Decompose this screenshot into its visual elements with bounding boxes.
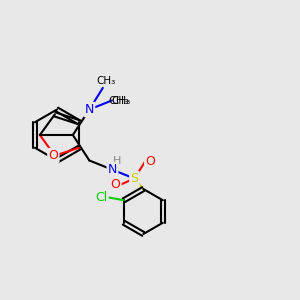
- Text: CH₃: CH₃: [111, 95, 130, 106]
- Text: O: O: [48, 149, 58, 162]
- Text: CH₃: CH₃: [96, 76, 116, 86]
- Text: H: H: [113, 156, 122, 166]
- Text: Cl: Cl: [95, 191, 107, 204]
- Text: O: O: [145, 155, 155, 169]
- Text: N: N: [85, 103, 94, 116]
- Text: CH₃: CH₃: [108, 95, 129, 106]
- Text: O: O: [110, 178, 120, 191]
- Text: S: S: [130, 172, 138, 185]
- Text: N: N: [108, 163, 117, 176]
